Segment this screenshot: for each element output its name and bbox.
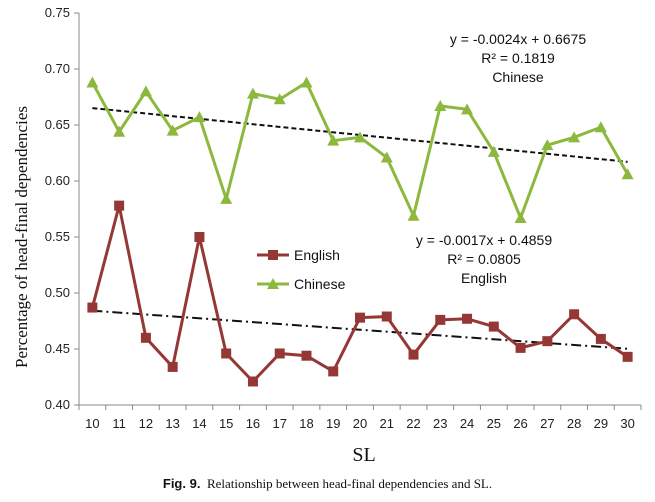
trend-label-chinese: Chinese [492,69,544,85]
data-point-chinese [380,151,393,163]
data-point-chinese [327,134,340,146]
data-point-english [301,350,312,361]
x-tick-label: 22 [406,416,420,431]
data-point-chinese [594,121,607,133]
data-point-chinese [246,87,259,99]
data-point-english [595,333,606,344]
y-tick-label: 0.70 [45,61,70,76]
x-tick-label: 14 [192,416,206,431]
y-tick-label: 0.60 [45,173,70,188]
x-tick-label: 11 [112,416,126,431]
data-point-chinese [139,85,152,97]
data-point-english [462,313,473,324]
trend-r2-chinese: R² = 0.1819 [481,50,555,66]
x-tick-label: 15 [219,416,233,431]
y-tick-label: 0.50 [45,285,70,300]
data-point-english [515,342,526,353]
y-tick-label: 0.65 [45,117,70,132]
x-tick-label: 17 [272,416,286,431]
data-point-english [381,311,392,322]
data-point-english [622,351,633,362]
data-point-chinese [166,124,179,136]
data-point-english [542,336,553,347]
data-point-chinese [86,76,99,88]
trendline-annotations: y = -0.0017x + 0.4859 R² = 0.0805 English y… [416,31,586,286]
data-point-english [435,314,446,325]
data-point-chinese [514,211,527,223]
y-tick-label: 0.75 [45,5,70,20]
x-tick-label: 20 [353,416,367,431]
data-point-chinese [487,145,500,157]
data-point-english [274,348,285,359]
data-point-english [87,302,98,313]
data-point-chinese [434,99,447,111]
data-point-english [569,309,580,320]
x-tick-label: 19 [326,416,340,431]
data-point-english [247,376,258,387]
y-tick-label: 0.40 [45,397,70,412]
x-tick-label: 13 [165,416,179,431]
data-point-english [194,232,205,242]
trend-equation-chinese: y = -0.0024x + 0.6675 [450,31,586,47]
data-point-english [221,348,232,359]
data-point-chinese [407,209,420,221]
data-point-chinese [461,103,474,115]
data-point-english [167,361,178,372]
data-point-english [488,321,499,332]
x-tick-label: 26 [513,416,527,431]
data-point-chinese [621,168,634,180]
legend-label-english: English [294,247,340,263]
legend-marker-chinese [267,278,279,289]
series-line-chinese [91,80,629,223]
data-point-english [114,200,125,211]
data-point-chinese [568,131,581,143]
x-tick-label: 21 [380,416,394,431]
legend-marker-english [268,250,278,260]
plot-series [86,76,634,387]
x-tick-label: 12 [139,416,153,431]
x-tick-label: 28 [567,416,581,431]
figure-caption: Fig. 9. Relationship between head-final … [0,476,655,492]
x-tick-label: 27 [540,416,554,431]
trend-r2-english: R² = 0.0805 [447,251,521,267]
x-tick-label: 24 [460,416,474,431]
data-point-chinese [354,131,366,143]
x-tick-label: 16 [246,416,260,431]
x-tick-label: 25 [487,416,501,431]
data-point-chinese [541,139,554,151]
data-point-chinese [193,111,206,123]
chart: 0.40 0.45 0.50 0.55 0.60 0.65 0.70 0.75 10 11 12 13… [12,5,642,466]
x-tick-label: 29 [594,416,608,431]
trend-label-english: English [461,270,507,286]
data-point-chinese [273,93,286,105]
legend: English Chinese [257,247,346,292]
data-point-chinese [300,76,313,88]
x-tick-label: 10 [85,416,99,431]
caption-prefix: Fig. 9. [162,476,201,491]
caption-text: Relationship between head-final dependen… [206,476,493,491]
data-point-english [355,312,365,323]
x-tick-label: 30 [620,416,634,431]
data-point-chinese [113,125,126,137]
x-axis-title: SL [352,444,375,466]
data-point-english [140,332,151,343]
y-axis-title: Percentage of head-final dependencies [12,106,31,368]
x-tick-label: 23 [433,416,447,431]
data-point-english [328,366,339,377]
trend-equation-english: y = -0.0017x + 0.4859 [416,232,552,248]
legend-label-chinese: Chinese [294,276,346,292]
y-tick-label: 0.45 [45,341,70,356]
axes: 0.40 0.45 0.50 0.55 0.60 0.65 0.70 0.75 10 11 12 13… [45,5,642,431]
data-point-english [408,349,419,360]
y-tick-label: 0.55 [45,229,70,244]
x-tick-label: 18 [299,416,313,431]
data-point-chinese [220,192,233,204]
